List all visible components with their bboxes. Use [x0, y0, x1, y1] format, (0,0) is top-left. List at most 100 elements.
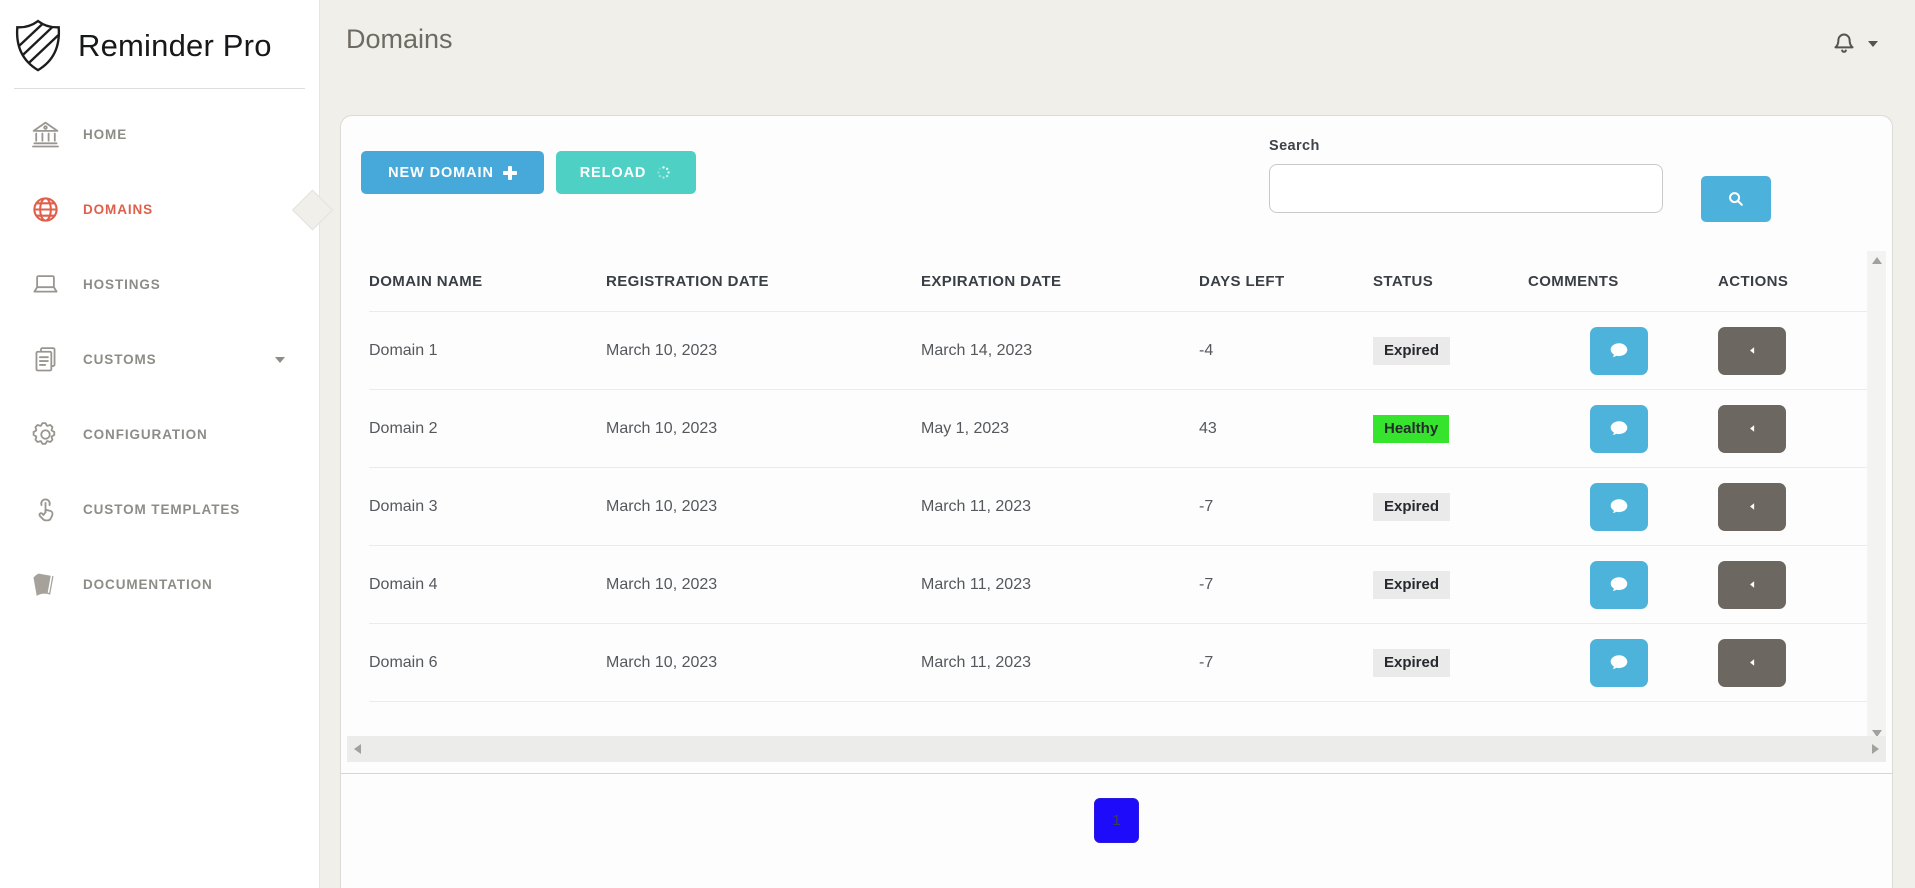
user-menu-caret-icon[interactable]	[1868, 41, 1878, 47]
sidebar-item-home[interactable]: HOME	[0, 97, 319, 172]
comment-button[interactable]	[1590, 638, 1648, 687]
table-row: Domain 4 March 10, 2023 March 11, 2023 -…	[369, 545, 1869, 623]
new-domain-label: NEW DOMAIN	[388, 164, 494, 181]
search-icon	[1729, 192, 1743, 206]
col-domain-name: DOMAIN NAME	[369, 272, 483, 290]
table-row: Domain 3 March 10, 2023 March 11, 2023 -…	[369, 467, 1869, 545]
page-1-button[interactable]: 1	[1094, 798, 1139, 843]
reload-button[interactable]: RELOAD	[556, 151, 696, 194]
notifications-button[interactable]	[1828, 26, 1860, 58]
caret-left-icon	[1749, 581, 1754, 588]
table-header-row: DOMAIN NAME REGISTRATION DATE EXPIRATION…	[369, 251, 1869, 311]
sidebar-item-configuration[interactable]: CONFIGURATION	[0, 397, 319, 472]
comment-button[interactable]	[1590, 404, 1648, 453]
sidebar-item-hostings[interactable]: HOSTINGS	[0, 247, 319, 322]
cell-registration-date: March 10, 2023	[606, 653, 718, 671]
speech-bubble-icon	[1610, 342, 1628, 357]
caret-left-icon	[1749, 659, 1754, 666]
sidebar-item-domains[interactable]: DOMAINS	[0, 172, 334, 247]
col-comments: COMMENTS	[1528, 272, 1619, 290]
cell-registration-date: March 10, 2023	[606, 341, 718, 359]
status-badge: Expired	[1373, 570, 1451, 599]
sidebar-item-label: DOCUMENTATION	[83, 577, 213, 592]
cell-expiration-date: March 11, 2023	[921, 497, 1031, 515]
status-badge: Expired	[1373, 336, 1451, 365]
caret-left-icon	[1749, 347, 1754, 354]
cell-days-left: -7	[1199, 653, 1214, 671]
cell-expiration-date: March 11, 2023	[921, 575, 1031, 593]
cell-days-left: -4	[1199, 341, 1214, 359]
col-expiration-date: EXPIRATION DATE	[921, 272, 1062, 290]
cell-registration-date: March 10, 2023	[606, 575, 718, 593]
sidebar-item-custom-templates[interactable]: CUSTOM TEMPLATES	[0, 472, 319, 547]
cell-days-left: -7	[1199, 497, 1214, 515]
caret-left-icon	[1749, 425, 1754, 432]
sidebar-item-documentation[interactable]: DOCUMENTATION	[0, 547, 319, 622]
active-item-arrow	[291, 188, 334, 231]
actions-button[interactable]	[1718, 404, 1786, 453]
cell-days-left: 43	[1199, 419, 1217, 437]
status-badge: Healthy	[1373, 414, 1450, 443]
sidebar-item-label: HOSTINGS	[83, 277, 161, 292]
speech-bubble-icon	[1610, 654, 1628, 669]
col-status: STATUS	[1373, 272, 1434, 290]
sidebar-item-label: HOME	[83, 127, 128, 142]
table-row: Domain 1 March 10, 2023 March 14, 2023 -…	[369, 311, 1869, 389]
domains-table: DOMAIN NAME REGISTRATION DATE EXPIRATION…	[361, 251, 1869, 702]
page-title: Domains	[346, 24, 453, 54]
comment-button[interactable]	[1590, 482, 1648, 531]
cell-registration-date: March 10, 2023	[606, 497, 718, 515]
cell-days-left: -7	[1199, 575, 1214, 593]
comment-button[interactable]	[1590, 326, 1648, 375]
cell-domain-name: Domain 3	[369, 497, 438, 515]
status-badge: Expired	[1373, 492, 1451, 521]
actions-button[interactable]	[1718, 638, 1786, 687]
bell-icon	[1834, 33, 1854, 53]
horizontal-scrollbar[interactable]	[347, 736, 1886, 762]
comment-button[interactable]	[1590, 560, 1648, 609]
cell-expiration-date: March 14, 2023	[921, 341, 1033, 359]
caret-left-icon	[1749, 503, 1754, 510]
scroll-left-icon[interactable]	[354, 744, 361, 754]
reload-label: RELOAD	[579, 164, 647, 181]
vertical-scrollbar[interactable]	[1867, 251, 1886, 743]
cell-domain-name: Domain 6	[369, 653, 438, 671]
actions-button[interactable]	[1718, 326, 1786, 375]
col-actions: ACTIONS	[1718, 272, 1789, 290]
actions-button[interactable]	[1718, 560, 1786, 609]
domains-panel: NEW DOMAIN RELOAD Search DOMAIN NAME REG…	[340, 115, 1893, 888]
sidebar: Reminder Pro HOME DOMAINS HOSTIN	[0, 0, 334, 888]
status-badge: Expired	[1373, 648, 1451, 677]
bank-icon	[32, 121, 59, 148]
shield-logo-icon	[15, 19, 61, 72]
scroll-right-icon[interactable]	[1872, 744, 1879, 754]
cell-domain-name: Domain 2	[369, 419, 438, 437]
table-row: Domain 2 March 10, 2023 May 1, 2023 43 H…	[369, 389, 1869, 467]
gear-icon	[32, 422, 56, 445]
search-input[interactable]	[1269, 164, 1663, 213]
app-title: Reminder Pro	[78, 28, 272, 63]
book-icon	[33, 573, 54, 596]
sidebar-item-customs[interactable]: CUSTOMS	[0, 322, 319, 397]
new-domain-button[interactable]: NEW DOMAIN	[361, 151, 544, 194]
spinner-icon	[657, 166, 671, 179]
scroll-up-icon[interactable]	[1871, 257, 1882, 264]
col-days-left: DAYS LEFT	[1199, 272, 1285, 290]
document-icon	[35, 347, 56, 372]
divider	[341, 773, 1892, 774]
sidebar-nav: HOME DOMAINS HOSTINGS CUSTOMS	[0, 97, 334, 622]
speech-bubble-icon	[1610, 498, 1628, 513]
speech-bubble-icon	[1610, 420, 1628, 435]
table-body: Domain 1 March 10, 2023 March 14, 2023 -…	[369, 311, 1869, 702]
scroll-down-icon[interactable]	[1871, 730, 1882, 737]
touch-icon	[38, 498, 54, 522]
logo: Reminder Pro	[0, 0, 319, 74]
cell-domain-name: Domain 4	[369, 575, 438, 593]
actions-button[interactable]	[1718, 482, 1786, 531]
pagination: 1	[341, 798, 1892, 843]
search-button[interactable]	[1701, 176, 1771, 222]
plus-icon	[502, 165, 517, 180]
search-label: Search	[1269, 138, 1320, 154]
laptop-icon	[33, 275, 58, 293]
sidebar-item-label: CONFIGURATION	[83, 427, 208, 442]
